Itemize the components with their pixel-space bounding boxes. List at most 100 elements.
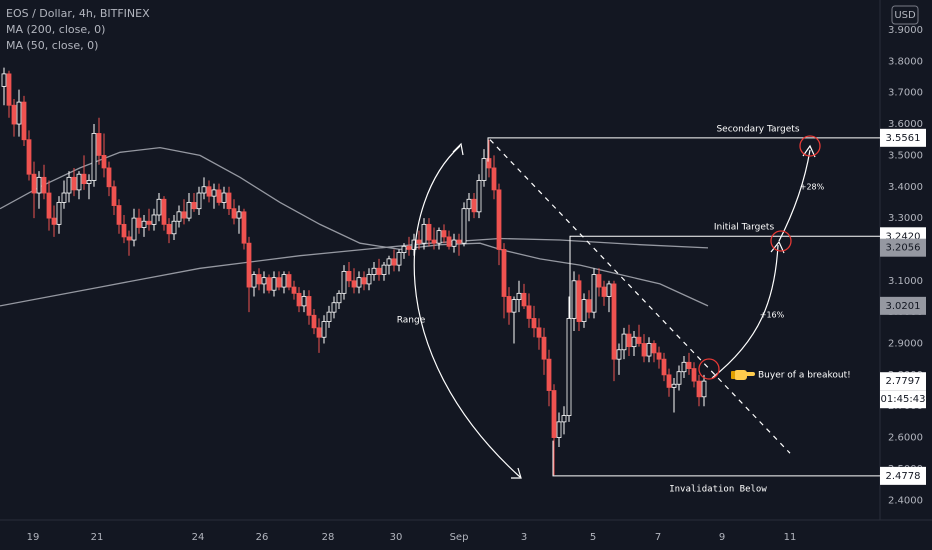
candle-bull [676,371,682,385]
breakout-label: Buyer of a breakout! [758,371,851,381]
candle-bear [576,280,582,322]
candle-bull [381,264,387,275]
candle-bear [686,361,692,369]
candle-bear [166,223,172,235]
candle-bull [401,245,407,253]
candle-bull [556,421,562,438]
currency-label: USD [894,10,916,21]
candle-bull [606,283,612,297]
candle-bull [336,292,342,304]
candle-bull [681,361,687,373]
candle-bull [16,101,22,125]
price-label-text: 3.5561 [886,133,921,144]
candle-bull [476,180,482,213]
price-tick-label: 3.1000 [888,276,923,287]
candle-bear [496,189,502,250]
candle-bear [376,267,382,275]
candle-bull [371,267,377,275]
candle-bear [71,176,77,191]
price-tick-label: 3.9000 [888,25,923,36]
time-tick-label: 7 [655,532,661,543]
candle-bear [531,318,537,329]
candle-bear [596,274,602,288]
candle-bear [96,133,102,156]
initial-target-line [569,235,880,319]
candle-bear [21,101,27,141]
candle-bull [36,176,42,194]
range-arrow-bottom [511,467,522,479]
candle-bear [296,292,302,307]
candle-bull [151,214,157,225]
candle-bull [701,380,707,398]
candle-bull [436,230,442,244]
price-label-box [880,372,926,391]
ma-50-label[interactable]: MA (50, close, 0) [6,39,99,52]
candle-bear [406,245,412,250]
candle-bull [91,133,97,181]
candle-bear [541,336,547,360]
candle-bear [206,186,212,197]
candle-bull [566,318,572,417]
candle-bull [321,321,327,338]
candle-bear [161,198,167,225]
candle-bear [601,286,607,297]
candle-bull [646,343,652,357]
invalidation-line [552,440,880,477]
price-tick-label: 2.6000 [888,433,923,444]
time-tick-label: 26 [256,532,269,543]
candle-bear [136,217,142,228]
candle-bear [26,139,32,175]
candle-bull [186,202,192,219]
candle-bear [191,202,197,210]
candle-bear [6,73,12,106]
candle-bull [451,239,457,247]
candle-bear [526,305,532,319]
candle-bear [101,154,107,169]
candle-bull [171,220,177,235]
pointing-hand-icon [731,370,755,380]
candle-bull [481,158,487,181]
projection-arrow-secondary [802,144,816,158]
candle-bull [396,252,402,266]
candle-bull [356,277,362,288]
candle-bull [236,211,242,219]
candle-bull [141,220,147,228]
candle-bull [366,274,372,285]
ma-200-line [0,237,709,307]
candle-bear [626,333,632,348]
candle-bull [466,198,472,210]
range-arc [413,145,521,478]
ma-200-label[interactable]: MA (200, close, 0) [6,23,106,36]
candle-bear [441,230,447,238]
candle-bear [316,327,322,338]
candle-bull [176,211,182,222]
candle-bull [251,274,257,288]
countdown-box [880,390,926,409]
candle-bull [411,239,417,250]
price-tick-label: 3.8000 [888,56,923,67]
time-tick-label: 11 [784,532,797,543]
candle-bear [456,239,462,244]
candle-bull [66,176,72,194]
candle-bear [691,368,697,382]
currency-badge [891,5,919,25]
candle-bear [491,167,497,191]
candle-bear [446,236,452,247]
symbol-title[interactable]: EOS / Dollar, 4h, BITFINEX [6,7,150,20]
range-arrow-top [452,142,464,156]
candle-bear [521,292,527,307]
candle-bull [56,202,62,225]
candle-bull [326,311,332,322]
candle-bull [621,333,627,351]
candle-bear [611,283,617,360]
candle-bull [331,302,337,313]
candle-bull [341,270,347,294]
candle-bear [11,104,17,125]
candle-bear [31,173,37,194]
candle-bear [286,274,292,288]
breakout-circle [698,358,720,380]
price-label-text: 3.2056 [886,243,921,254]
